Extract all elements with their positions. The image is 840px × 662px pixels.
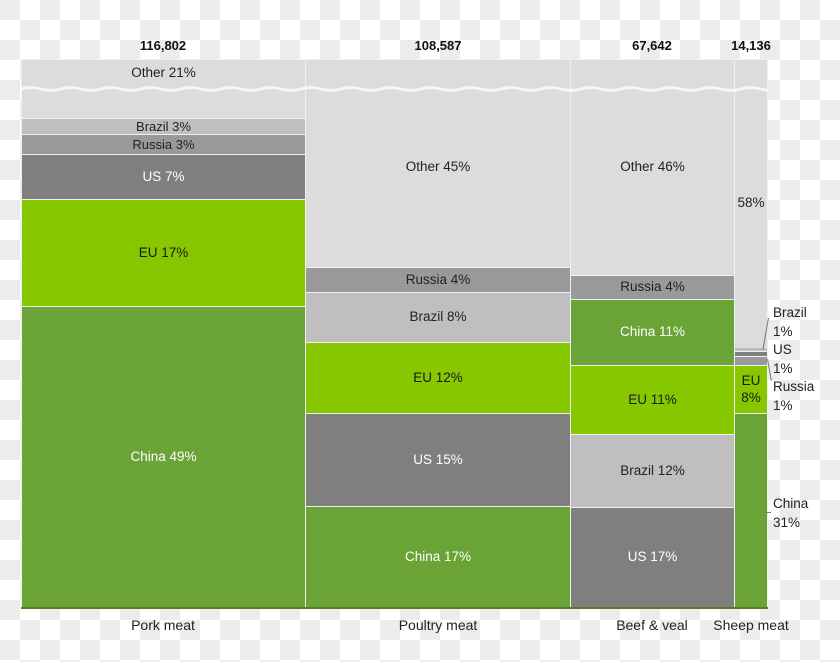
total-beef: 67,642 [632, 38, 672, 53]
label-beef-brazil: Brazil 12% [620, 462, 685, 478]
ext-label-sheep-russia-name: Russia [773, 379, 815, 394]
ext-label-sheep-brazil: Brazil 1% [773, 303, 807, 341]
label-sheep-eu-pct: 8% [741, 389, 761, 405]
segment-beef-us: US 17% [570, 507, 735, 608]
label-pork-eu: EU 17% [138, 244, 189, 260]
label-pork-other: Other 21% [131, 65, 196, 80]
ext-label-sheep-russia-pct: 1% [773, 398, 793, 413]
segment-beef-other: Other 46% [570, 59, 735, 276]
label-beef-russia: Russia 4% [620, 279, 685, 295]
xaxis-label-beef: Beef & veal [616, 617, 688, 633]
segment-poultry-us: US 15% [305, 413, 571, 507]
x-axis-line [21, 607, 768, 609]
segment-beef-russia: Russia 4% [570, 275, 735, 300]
segment-poultry-china: China 17% [305, 506, 571, 608]
label-poultry-china: China 17% [404, 548, 472, 564]
label-pork-russia: Russia 3% [132, 136, 195, 152]
segment-beef-brazil: Brazil 12% [570, 434, 735, 508]
axis-break-wave-icon [21, 86, 768, 92]
segment-sheep-other: 58% [734, 59, 768, 349]
segment-pork-us: US 7% [21, 154, 306, 200]
label-pork-us: US 7% [142, 168, 185, 184]
segment-beef-eu: EU 11% [570, 365, 735, 435]
total-sheep: 14,136 [731, 38, 771, 53]
segment-pork-eu: EU 17% [21, 199, 306, 307]
ext-label-sheep-china-pct: 31% [773, 515, 801, 530]
label-poultry-eu: EU 12% [413, 369, 463, 385]
leader-sheep-china [765, 512, 771, 513]
segment-poultry-brazil: Brazil 8% [305, 292, 571, 343]
ext-label-sheep-china-name: China [773, 496, 809, 511]
segment-sheep-brazil [734, 348, 768, 352]
label-pork-china: China 49% [130, 448, 197, 464]
xaxis-label-sheep: Sheep meat [713, 617, 789, 633]
segment-pork-russia: Russia 3% [21, 134, 306, 155]
label-beef-us: US 17% [627, 549, 678, 565]
segment-poultry-other: Other 45% [305, 59, 571, 268]
segment-beef-china: China 11% [570, 299, 735, 366]
segment-sheep-eu: EU 8% [734, 365, 768, 414]
segment-pork-china: China 49% [21, 306, 306, 608]
label-beef-china: China 11% [619, 324, 686, 340]
total-poultry: 108,587 [414, 38, 462, 53]
label-sheep-other: 58% [737, 194, 765, 210]
label-beef-other: Other 46% [620, 159, 685, 175]
label-poultry-brazil: Brazil 8% [409, 309, 467, 325]
ext-label-sheep-brazil-name: Brazil [773, 305, 807, 320]
xaxis-label-pork: Pork meat [131, 617, 195, 633]
label-pork-brazil: Brazil 3% [136, 118, 191, 134]
total-pork: 116,802 [139, 38, 187, 53]
label-sheep-eu-name: EU [741, 373, 761, 389]
label-poultry-other: Other 45% [405, 159, 471, 175]
ext-label-sheep-brazil-pct: 1% [773, 324, 793, 339]
ext-label-sheep-china: China 31% [773, 494, 808, 532]
label-poultry-russia: Russia 4% [405, 271, 471, 287]
label-poultry-us: US 15% [413, 451, 463, 467]
ext-label-sheep-us-pct: 1% [773, 361, 793, 376]
ext-label-sheep-us: US 1% [773, 340, 793, 378]
segment-sheep-china [734, 413, 768, 608]
segment-pork-brazil: Brazil 3% [21, 118, 306, 135]
ext-label-sheep-us-name: US [773, 342, 792, 357]
segment-poultry-russia: Russia 4% [305, 267, 571, 293]
xaxis-label-poultry: Poultry meat [398, 617, 478, 633]
label-beef-eu: EU 11% [628, 391, 677, 407]
segment-poultry-eu: EU 12% [305, 342, 571, 414]
ext-label-sheep-russia: Russia 1% [773, 377, 814, 415]
